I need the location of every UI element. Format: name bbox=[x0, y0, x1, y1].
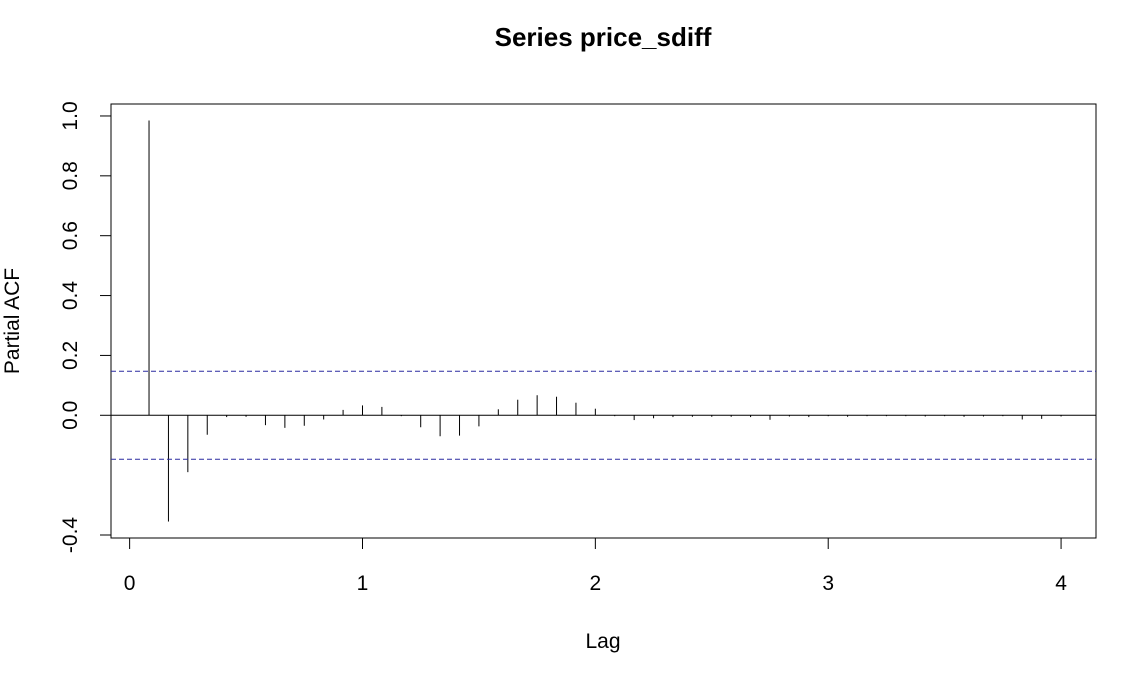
x-tick-label: 4 bbox=[1055, 572, 1067, 595]
y-tick-label: 0.4 bbox=[59, 281, 82, 311]
x-tick-label: 0 bbox=[124, 572, 136, 595]
y-tick-label: 0.2 bbox=[59, 341, 82, 370]
y-axis-label: Partial ACF bbox=[1, 268, 24, 374]
x-tick-label: 2 bbox=[590, 572, 602, 595]
plot-frame bbox=[110, 103, 1097, 539]
x-axis-label: Lag bbox=[585, 630, 620, 653]
x-axis: 0 1 2 3 4 bbox=[124, 537, 1067, 595]
y-tick-label: 0.8 bbox=[59, 161, 82, 190]
pacf-bars bbox=[111, 120, 1096, 522]
x-tick-label: 1 bbox=[357, 572, 369, 595]
y-tick-label: 0.0 bbox=[59, 401, 82, 430]
y-tick-label: -0.4 bbox=[59, 517, 82, 554]
confidence-limits bbox=[111, 370, 1096, 460]
y-axis: -0.4 0.0 0.2 0.4 0.6 0.8 1.0 bbox=[59, 101, 112, 554]
y-tick-label: 0.6 bbox=[59, 221, 82, 250]
chart-title: Series price_sdiff bbox=[495, 22, 712, 52]
x-tick-label: 3 bbox=[822, 572, 834, 595]
y-tick-label: 1.0 bbox=[59, 101, 82, 130]
